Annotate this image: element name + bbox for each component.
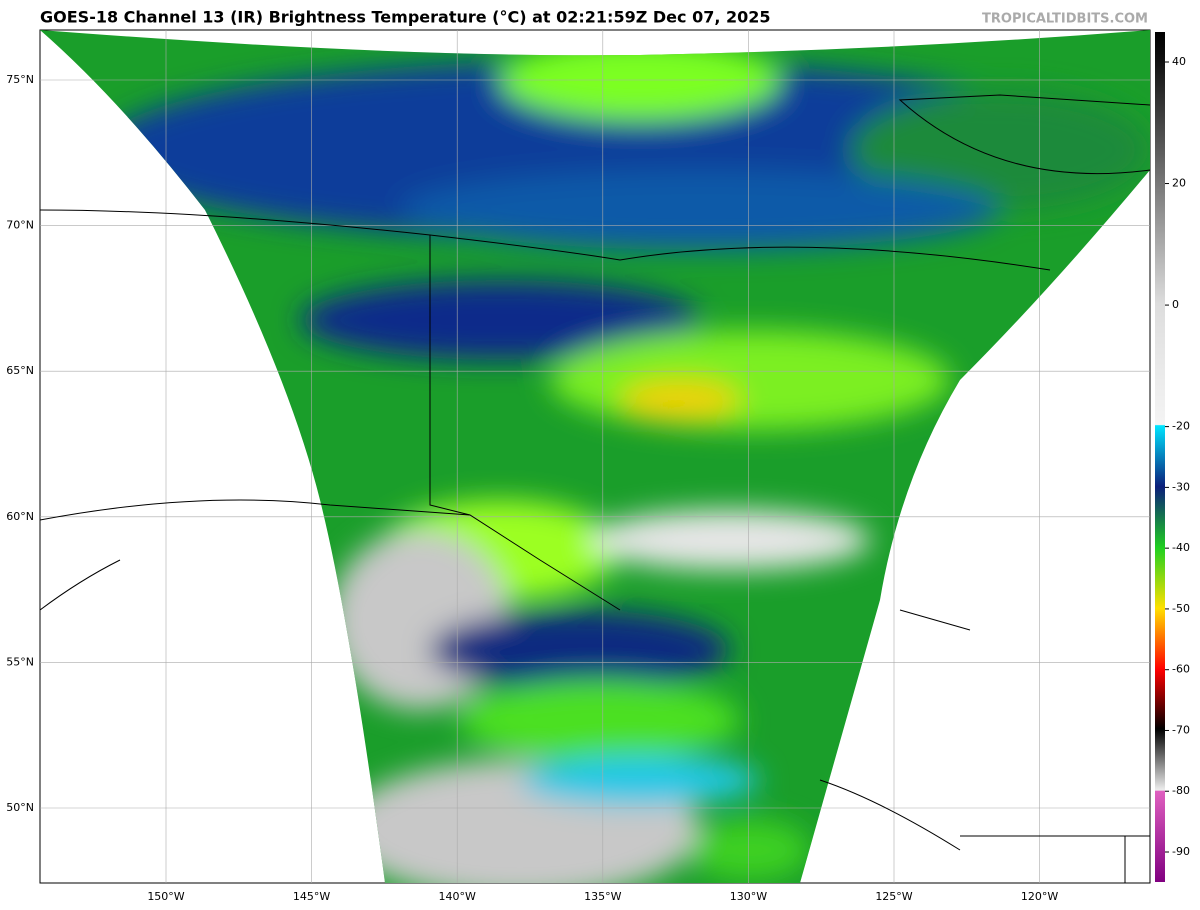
graticule bbox=[40, 30, 1150, 883]
lat-label: 65°N bbox=[6, 364, 34, 377]
colorbar-tick-label: -20 bbox=[1172, 420, 1190, 433]
watermark: TROPICALTIDBITS.COM bbox=[982, 12, 1148, 27]
colorbar bbox=[1155, 32, 1165, 882]
lat-label: 55°N bbox=[6, 655, 34, 668]
lon-label: 130°W bbox=[730, 890, 767, 903]
lon-label: 145°W bbox=[293, 890, 330, 903]
lat-label: 75°N bbox=[6, 73, 34, 86]
colorbar-tick-label: -30 bbox=[1172, 480, 1190, 493]
lon-label: 150°W bbox=[147, 890, 184, 903]
colorbar-tick-label: -40 bbox=[1172, 541, 1190, 554]
colorbar-tick-label: 0 bbox=[1172, 298, 1179, 311]
colorbar-tick-label: -70 bbox=[1172, 723, 1190, 736]
colorbar-tick-label: -90 bbox=[1172, 845, 1190, 858]
lat-label: 60°N bbox=[6, 510, 34, 523]
colorbar-tick-label: -80 bbox=[1172, 784, 1190, 797]
colorbar-ticks: 40 20 0 -20 -30 -40 -50 -60 -70 -80 -90 bbox=[1165, 55, 1190, 858]
lon-label: 120°W bbox=[1021, 890, 1058, 903]
colorbar-tick-label: 20 bbox=[1172, 177, 1186, 190]
colorbar-tick-label: -50 bbox=[1172, 602, 1190, 615]
lon-label: 135°W bbox=[584, 890, 621, 903]
lon-label: 140°W bbox=[439, 890, 476, 903]
lat-label: 70°N bbox=[6, 219, 34, 232]
colorbar-tick-label: -60 bbox=[1172, 663, 1190, 676]
colorbar-tick-label: 40 bbox=[1172, 55, 1186, 68]
title: GOES-18 Channel 13 (IR) Brightness Tempe… bbox=[40, 8, 771, 27]
lon-label: 125°W bbox=[875, 890, 912, 903]
lat-label: 50°N bbox=[6, 801, 34, 814]
coastline bbox=[39, 94, 1151, 883]
